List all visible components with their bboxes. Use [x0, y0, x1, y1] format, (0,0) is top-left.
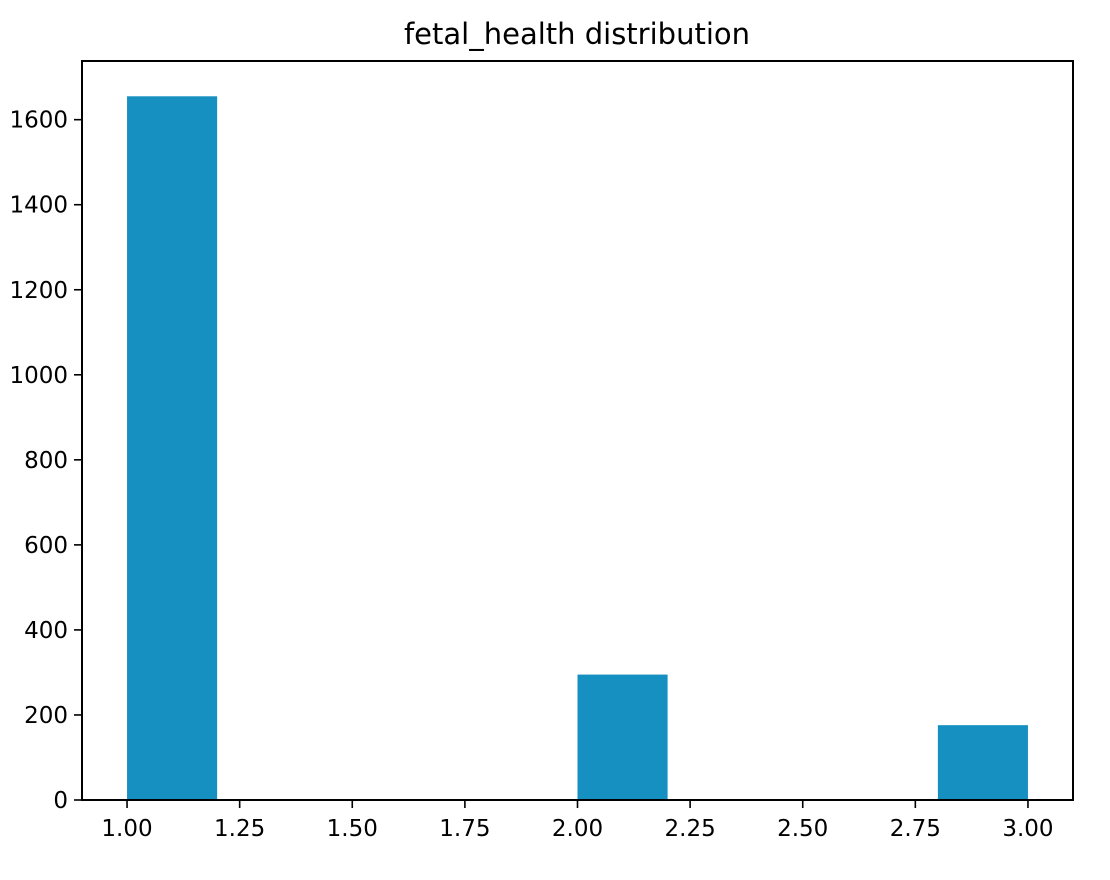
y-axis-ticks: 0 200 400 600 800 1000 1200 1400 1600: [9, 108, 82, 814]
histogram-bar-5: [577, 674, 668, 800]
y-tick-label: 1200: [9, 278, 68, 304]
plot-frame: [81, 60, 1074, 801]
y-tick-label: 400: [24, 618, 68, 644]
y-tick-label: 800: [24, 448, 68, 474]
x-tick-label: 1.25: [214, 816, 265, 842]
y-tick-label: 1400: [9, 193, 68, 219]
y-tick-label: 0: [53, 788, 68, 814]
chart-title: fetal_health distribution: [404, 17, 750, 51]
y-tick-label: 1000: [9, 363, 68, 389]
x-tick-label: 1.50: [327, 816, 378, 842]
y-tick-label: 1600: [9, 108, 68, 134]
bars-group: [127, 96, 1028, 800]
x-tick-label: 2.50: [777, 816, 828, 842]
x-tick-label: 3.00: [1002, 816, 1053, 842]
x-tick-label: 2.00: [552, 816, 603, 842]
x-tick-label: 2.25: [665, 816, 716, 842]
x-tick-label: 2.75: [890, 816, 941, 842]
histogram-bar-0: [127, 96, 218, 800]
x-tick-label: 1.75: [439, 816, 490, 842]
x-tick-label: 1.00: [101, 816, 152, 842]
x-axis-ticks: 1.00 1.25 1.50 1.75 2.00 2.25 2.50 2.75 3.00: [101, 800, 1054, 842]
y-tick-label: 200: [24, 703, 68, 729]
histogram-bar-9: [937, 725, 1028, 800]
y-tick-label: 600: [24, 533, 68, 559]
